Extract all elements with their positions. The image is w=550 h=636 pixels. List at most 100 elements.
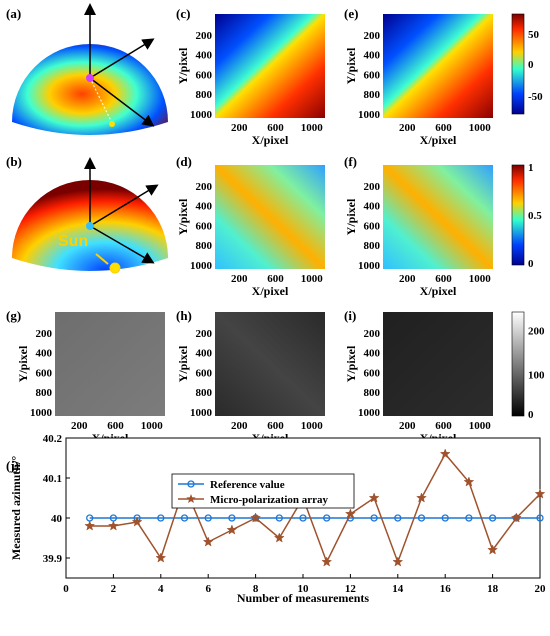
panel-c-image [215,14,325,118]
panel-f-ytick: 400 [364,201,381,213]
sun-icon [109,262,121,274]
panel-d-xlabel: X/pixel [252,284,289,298]
panel-label-d: (d) [176,154,192,169]
panel-f-ytick: 600 [364,220,381,232]
sun-label: Sun [58,233,88,250]
panel-f-image [383,165,493,269]
series-1-point [536,514,544,522]
panel-i [383,312,493,416]
series-2-point [368,492,380,503]
chart-j-ytick-label: 39.9 [43,553,63,565]
series-1-point [394,514,402,522]
panel-d-ytick: 200 [196,181,213,193]
panel-i-ytick: 600 [364,367,381,379]
panel-i-image [383,312,493,416]
series-1-point [370,514,378,522]
panel-c-ytick: 400 [196,50,213,62]
series-1-point [488,514,497,522]
panel-i-ytick: 800 [364,387,381,399]
panel-i-ytick: 200 [364,328,381,340]
series-2-point [344,508,356,519]
series-1-point [417,514,426,522]
panel-h-ytick: 1000 [190,407,213,419]
chart-j-ytick-label: 40.2 [43,433,63,445]
dome-a [12,3,168,135]
colorbar-dop-tick: 0.5 [528,210,542,222]
panel-h-xtick: 1000 [301,420,324,432]
series-2-point [439,448,451,459]
series-2-point [250,512,262,523]
dome-a-axis-front [89,77,155,127]
panel-c [215,14,325,118]
chart-j-xtick-label: 6 [205,583,211,595]
panel-label-b: (b) [6,154,22,169]
legend-swatch-marker [187,480,195,488]
chart-j-xtick-label: 12 [345,583,357,595]
panel-c-xlabel: X/pixel [252,133,289,147]
panel-d-ytick: 600 [196,220,213,232]
panel-g-ytick: 800 [36,387,53,399]
colorbar-aop-tick: -50 [528,91,543,103]
panel-label-g: (g) [6,308,21,323]
panel-label-f: (f) [344,154,357,169]
chart-j-xtick-label: 8 [253,583,259,595]
panel-c-xtick: 200 [231,122,248,134]
panel-g-xtick: 600 [107,420,124,432]
series-1-point [441,514,449,522]
panel-d-ytick: 800 [196,240,213,252]
series-2-point [84,520,96,531]
chart-j-ticks: 0 2 4 6 8 10 12 14 16 18 20 39.9 40 40.1 40.2 [43,433,546,595]
chart-j-ylabel: Measured azimuth/° [9,456,23,560]
chart-j-xtick-label: 18 [487,583,499,595]
panel-g-ytick: 600 [36,367,53,379]
panel-h-image [215,312,325,416]
dome-b-origin [86,222,94,230]
panel-g [55,312,165,416]
series-2-point [202,536,214,547]
panel-g-ytick: 400 [36,348,53,360]
colorbar-intensity-tick: 0 [528,409,534,421]
panel-h-ytick: 400 [196,348,213,360]
panel-e-image [383,14,493,118]
panel-h-ytick: 800 [196,387,213,399]
panel-f-xlabel: X/pixel [420,284,457,298]
panel-e-xtick: 200 [399,122,416,134]
image-axes: 200 400 600 800 1000 200 600 1000 X/pixel Y/pixel… [16,30,491,445]
series-1-point [275,514,283,522]
series-2-point [226,524,238,535]
panel-h-ytick: 600 [196,367,213,379]
chart-j-xtick-label: 2 [111,583,117,595]
panel-h-ytick: 200 [196,328,213,340]
series-2-point [392,556,404,567]
series-1-point [180,514,189,522]
panel-c-xtick: 1000 [301,122,324,134]
legend-swatch-marker [186,494,196,504]
colorbar-dop [511,164,525,266]
panel-e-xtick: 600 [435,122,452,134]
panel-f-xtick: 1000 [469,273,492,285]
colorbar-intensity-tick: 100 [528,369,545,381]
panel-i-xtick: 200 [399,420,416,432]
series-2-line [89,452,541,565]
panel-label-h: (h) [176,308,192,323]
chart-j-xtick-label: 14 [392,583,404,595]
panel-f [383,165,493,269]
panel-i-ytick: 1000 [358,407,381,419]
series-2-point [416,492,427,503]
panel-i-ylabel: Y/pixel [344,345,358,382]
panel-e [383,14,493,118]
panel-c-xtick: 600 [267,122,284,134]
legend-entry-label: Reference value [210,479,285,491]
panel-h-xtick: 200 [231,420,248,432]
series-1-point [465,514,473,522]
panel-label-a: (a) [6,6,21,21]
dome-a-sun-icon [109,121,115,127]
colorbar-ticks: 50 0 -50 1 0.5 0 200 100 0 [528,29,545,421]
panel-f-ytick: 1000 [358,260,381,272]
colorbar-dop-tick: 1 [528,162,534,174]
series-2-point [273,532,285,543]
panel-e-ytick: 600 [364,69,381,81]
series-2-point [107,520,119,531]
series-1-point [299,514,307,522]
